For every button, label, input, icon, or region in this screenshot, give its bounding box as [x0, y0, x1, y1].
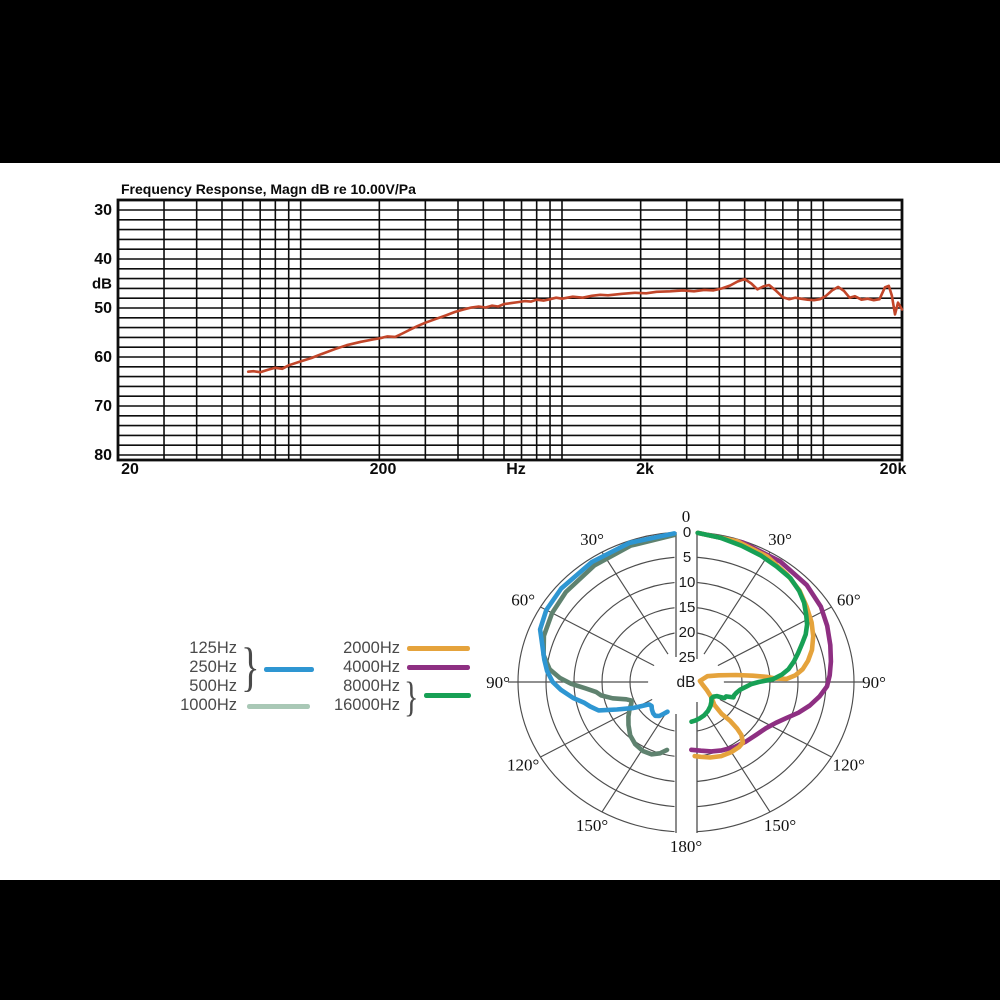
fr-x-tick-label: 2k	[636, 461, 654, 478]
polar-radial-tick-label: 5	[683, 549, 691, 566]
content-panel	[0, 163, 1000, 880]
letterbox-top-bar	[0, 0, 1000, 163]
legend-label-8000hz: 8000Hz	[343, 677, 400, 695]
fr-y-tick-label: 30	[94, 202, 112, 219]
polar-radial-tick-label: 25	[679, 649, 696, 666]
legend-swatch-4000hz	[407, 665, 470, 670]
frequency-response-chart: Frequency Response, Magn dB re 10.00V/Pa…	[92, 181, 906, 478]
fr-y-tick-label: 60	[94, 349, 112, 366]
legend-swatch-125-500hz	[264, 667, 314, 672]
frequency-response-axis-labels: 30 40 50 60 70 80 dB 20 200 Hz 2k 20k	[92, 202, 906, 478]
polar-angle-label-0: 0	[682, 507, 691, 526]
frequency-response-grid	[116, 198, 904, 462]
frequency-response-curve	[246, 277, 904, 374]
frequency-response-title: Frequency Response, Magn dB re 10.00V/Pa	[121, 181, 416, 197]
fr-y-tick-label: 70	[94, 398, 112, 415]
polar-angle-label-30-left: 30°	[580, 530, 604, 549]
fr-x-tick-label: 20	[121, 461, 139, 478]
polar-radial-unit-label: dB	[677, 674, 696, 691]
polar-angle-label-30-right: 30°	[768, 530, 792, 549]
legend-swatch-1000hz	[247, 704, 310, 709]
polar-angle-label-150-left: 150°	[576, 816, 608, 835]
polar-curve-125-250-500-hz	[537, 531, 677, 719]
legend-label-125hz: 125Hz	[189, 639, 237, 657]
polar-angle-label-120-right: 120°	[833, 756, 865, 775]
fr-y-tick-label: 80	[94, 447, 112, 464]
legend-label-4000hz: 4000Hz	[343, 658, 400, 676]
legend-label-250hz: 250Hz	[189, 658, 237, 676]
legend-label-16000hz: 16000Hz	[333, 696, 400, 714]
polar-curves	[537, 530, 834, 760]
fr-y-tick-label: 40	[94, 251, 112, 268]
fr-response-curve	[246, 277, 904, 374]
polar-radial-tick-label: 0	[683, 524, 691, 541]
legend-swatch-2000hz	[407, 646, 470, 651]
polar-radial-tick-label: 15	[679, 599, 696, 616]
legend-brace-high-freqs: }	[404, 675, 419, 721]
polar-radial-tick-label: 10	[679, 574, 696, 591]
polar-grid	[508, 518, 864, 845]
fr-x-tick-label: 200	[370, 461, 397, 478]
fr-plot-border	[116, 198, 904, 462]
legend-swatch-8000-16000hz	[424, 693, 471, 698]
fr-y-tick-label: 50	[94, 300, 112, 317]
polar-angle-label-60-left: 60°	[511, 591, 535, 610]
polar-angle-label-90-right: 90°	[862, 673, 886, 692]
fr-y-axis-unit: dB	[92, 276, 112, 293]
fr-x-tick-label: Hz	[506, 461, 526, 478]
polar-angle-label-90-left: 90°	[486, 673, 510, 692]
legend-brace-low-freqs: }	[241, 637, 260, 697]
polar-angle-label-60-right: 60°	[837, 591, 861, 610]
polar-angle-label-120-left: 120°	[507, 756, 539, 775]
legend-label-1000hz: 1000Hz	[180, 696, 237, 714]
polar-angle-label-150-right: 150°	[764, 816, 796, 835]
polar-curve-8000-16000-hz	[689, 530, 810, 725]
fr-x-tick-label: 20k	[880, 461, 907, 478]
legend-label-500hz: 500Hz	[189, 677, 237, 695]
polar-curve-4000-hz	[688, 530, 834, 754]
polar-pattern-chart: 0 5 10 15 20 25 dB 0 180° 30° 30° 60° 60° 90° 90° 120° 1…	[486, 507, 886, 856]
polar-axis-labels: 0 5 10 15 20 25 dB 0 180° 30° 30° 60° 60° 90° 90° 120° 1…	[486, 507, 886, 856]
polar-curve-1000-hz	[541, 532, 677, 757]
polar-curve-2000-hz	[692, 530, 816, 760]
letterbox-bottom-bar	[0, 880, 1000, 1000]
polar-radial-tick-label: 20	[679, 624, 696, 641]
polar-channel-top-blank	[674, 518, 698, 683]
legend-label-2000hz: 2000Hz	[343, 639, 400, 657]
polar-channel-bottom-blank	[674, 683, 698, 845]
polar-angle-label-180: 180°	[670, 837, 702, 856]
